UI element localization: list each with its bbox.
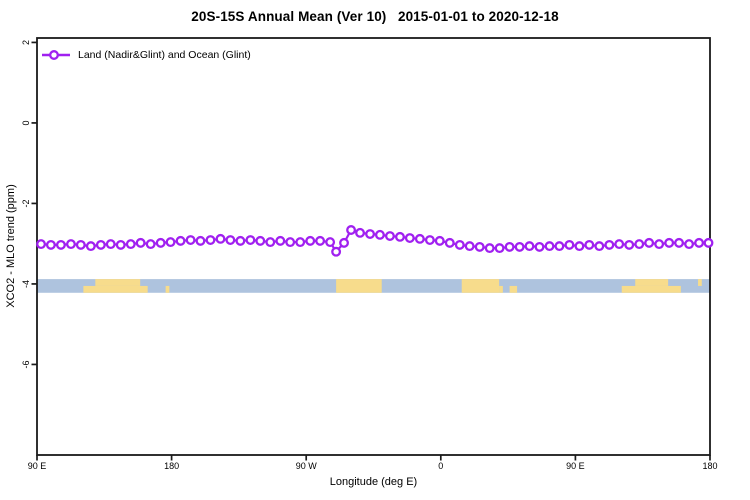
series-marker — [564, 239, 575, 250]
series-marker — [65, 239, 76, 250]
series-marker — [155, 237, 166, 248]
series-marker — [544, 241, 555, 252]
series-marker — [644, 237, 655, 248]
legend: Land (Nadir&Glint) and Ocean (Glint) — [41, 48, 251, 62]
map-strip-land — [698, 279, 702, 286]
series-marker — [255, 235, 266, 246]
series-marker — [125, 239, 136, 250]
series-marker — [205, 235, 216, 246]
series-marker — [305, 235, 316, 246]
x-tick-label: 90 E — [28, 461, 47, 471]
y-tick-label: -4 — [21, 280, 31, 288]
chart-title: 20S-15S Annual Mean (Ver 10) 2015-01-01 … — [191, 9, 559, 24]
series-marker — [175, 235, 186, 246]
series-marker — [414, 233, 425, 244]
series-marker — [195, 235, 206, 246]
series-marker — [454, 239, 465, 250]
series-marker — [185, 235, 196, 246]
series-marker — [95, 239, 106, 250]
series-marker — [674, 237, 684, 248]
series-marker — [534, 241, 545, 252]
series-marker — [484, 243, 495, 254]
series-marker — [474, 241, 485, 252]
y-tick-label: -2 — [21, 199, 31, 207]
x-tick-label: 0 — [438, 461, 443, 471]
series-marker — [235, 235, 246, 246]
map-strip-land — [509, 285, 518, 293]
series-marker — [604, 239, 615, 250]
series-marker — [494, 243, 505, 254]
series-marker — [339, 237, 349, 248]
series-marker — [634, 239, 645, 250]
series-marker — [75, 239, 86, 250]
series-marker — [225, 235, 236, 246]
series-marker — [85, 241, 96, 252]
series-marker — [524, 241, 535, 252]
series-marker — [404, 233, 415, 243]
series-marker — [165, 237, 176, 248]
series-marker — [464, 241, 475, 252]
legend-line-marker-icon — [42, 50, 70, 60]
map-strip-land — [336, 279, 382, 293]
map-strip-land — [83, 285, 148, 293]
series-marker — [295, 237, 306, 248]
x-tick-label: 180 — [164, 461, 179, 471]
series-marker — [574, 241, 585, 252]
series-marker — [654, 239, 665, 250]
series-marker — [424, 235, 435, 246]
series-marker — [385, 231, 395, 241]
series-marker — [355, 227, 365, 238]
legend-label: Land (Nadir&Glint) and Ocean (Glint) — [78, 49, 251, 61]
series-marker — [45, 239, 56, 250]
series-marker — [135, 237, 146, 248]
series-marker — [374, 229, 385, 240]
series-marker — [694, 237, 705, 248]
series-marker — [594, 241, 605, 252]
map-strip-land — [461, 279, 500, 293]
y-tick-label: 2 — [21, 40, 31, 45]
x-tick-label: 90 E — [566, 461, 585, 471]
series-marker — [346, 225, 357, 235]
series-marker — [285, 237, 296, 248]
map-strip-land — [95, 279, 141, 286]
map-strip-land — [165, 285, 170, 293]
series-marker — [664, 237, 675, 248]
series-marker — [624, 239, 635, 250]
series-marker — [245, 235, 256, 246]
series-marker — [554, 241, 565, 252]
series-marker — [145, 239, 156, 250]
series-marker — [684, 239, 695, 250]
y-tick-label: 0 — [21, 120, 31, 125]
series-marker — [703, 237, 714, 248]
x-axis-label: Longitude (deg E) — [329, 476, 418, 488]
series-marker — [105, 239, 116, 250]
x-tick-label: 180 — [702, 461, 717, 471]
series-marker — [55, 239, 66, 250]
series-marker — [584, 239, 595, 250]
series-marker — [36, 239, 46, 250]
y-tick-label: -6 — [21, 360, 31, 368]
series-marker — [115, 239, 126, 250]
x-tick-label: 90 W — [296, 461, 318, 471]
series-marker — [331, 246, 342, 257]
series-marker — [395, 231, 405, 242]
series-marker — [265, 237, 276, 248]
series-marker — [365, 229, 376, 239]
y-axis-label: XCO2 - MLO trend (ppm) — [5, 184, 17, 308]
series-marker — [215, 233, 226, 244]
series-marker — [504, 241, 515, 252]
series-marker — [315, 235, 326, 246]
series-marker — [444, 237, 455, 248]
map-strip-land — [635, 279, 669, 286]
series-marker — [275, 235, 286, 246]
series-marker — [614, 239, 625, 250]
map-strip-land — [621, 285, 681, 293]
series-marker — [514, 241, 525, 252]
series-marker — [325, 237, 336, 248]
map-strip-land — [499, 285, 503, 293]
series-marker — [434, 235, 445, 246]
